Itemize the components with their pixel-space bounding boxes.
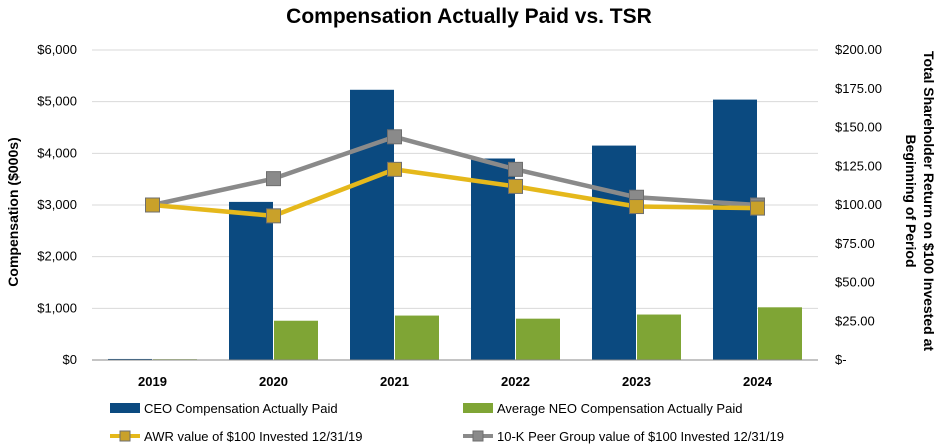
- legend-label: Average NEO Compensation Actually Paid: [497, 401, 742, 416]
- marker-awr: [508, 178, 523, 194]
- marker-peer: [387, 129, 402, 145]
- chart-title: Compensation Actually Paid vs. TSR: [286, 5, 652, 28]
- bar-ceo-2022: [471, 158, 515, 360]
- legend-swatch: [110, 403, 140, 413]
- legend: CEO Compensation Actually Paid Average NE…: [110, 401, 784, 444]
- legend-swatch: [463, 403, 493, 413]
- marker-awr: [750, 200, 765, 216]
- bar-ceo-2021: [350, 89, 394, 361]
- y-axis-label: Compensation ($000s): [5, 137, 21, 286]
- y-tick-label: $4,000: [37, 145, 77, 160]
- line-series-peer: [152, 134, 758, 208]
- y2-tick-label: $150.00: [835, 120, 882, 135]
- y2-tick-label: $-: [835, 352, 847, 367]
- y-tick-label: $3,000: [37, 197, 77, 212]
- y2-axis-label-line2: Beginning of Period: [903, 135, 919, 268]
- y-tick-label: $1,000: [37, 300, 77, 315]
- x-tick-label: 2021: [380, 374, 409, 389]
- bar-neo-2024: [758, 307, 802, 360]
- bar-ceo-2024: [713, 99, 757, 360]
- y2-axis-ticks: $- $25.00 $50.00 $75.00 $100.00 $125.00 $150.0…: [835, 42, 882, 367]
- y2-tick-label: $125.00: [835, 158, 882, 173]
- y2-tick-label: $25.00: [835, 313, 875, 328]
- lines: [145, 129, 765, 224]
- marker-awr: [266, 208, 281, 224]
- x-tick-label: 2020: [259, 374, 288, 389]
- y2-tick-label: $75.00: [835, 236, 875, 251]
- y2-axis-label-line1: Total Shareholder Return on $100 Investe…: [921, 51, 937, 351]
- bar-ceo-2020: [229, 201, 273, 360]
- y-tick-label: $6,000: [37, 42, 77, 57]
- y-axis-ticks: $0 $1,000 $2,000 $3,000 $4,000 $5,000 $6,000: [37, 42, 77, 367]
- bar-ceo-2019: [108, 358, 152, 360]
- marker-awr: [629, 199, 644, 215]
- line-series-awr: [152, 167, 758, 219]
- legend-label: AWR value of $100 Invested 12/31/19: [144, 429, 363, 444]
- x-tick-label: 2023: [622, 374, 651, 389]
- y2-tick-label: $50.00: [835, 275, 875, 290]
- x-tick-label: 2022: [501, 374, 530, 389]
- category-labels: 2019 2020 2021 2022 2023 2024: [138, 374, 773, 389]
- legend-label: CEO Compensation Actually Paid: [144, 401, 338, 416]
- bar-neo-2022: [516, 318, 560, 360]
- bar-ceo-2023: [592, 145, 636, 360]
- bar-neo-2023: [637, 314, 681, 360]
- x-tick-label: 2024: [743, 374, 773, 389]
- marker-awr: [387, 161, 402, 177]
- y-tick-label: $5,000: [37, 94, 77, 109]
- x-tick-label: 2019: [138, 374, 167, 389]
- legend-marker: [472, 430, 484, 442]
- gridlines: [92, 49, 818, 309]
- y2-tick-label: $175.00: [835, 81, 882, 96]
- legend-marker: [119, 430, 131, 442]
- legend-label: 10-K Peer Group value of $100 Invested 1…: [497, 429, 784, 444]
- bar-neo-2020: [274, 320, 318, 360]
- y-tick-label: $2,000: [37, 249, 77, 264]
- y2-tick-label: $200.00: [835, 42, 882, 57]
- marker-peer: [266, 171, 281, 187]
- marker-peer: [508, 161, 523, 177]
- y-tick-label: $0: [63, 352, 77, 367]
- bar-neo-2021: [395, 315, 439, 360]
- marker-awr: [145, 197, 160, 213]
- y2-tick-label: $100.00: [835, 197, 882, 212]
- bars: [108, 89, 802, 361]
